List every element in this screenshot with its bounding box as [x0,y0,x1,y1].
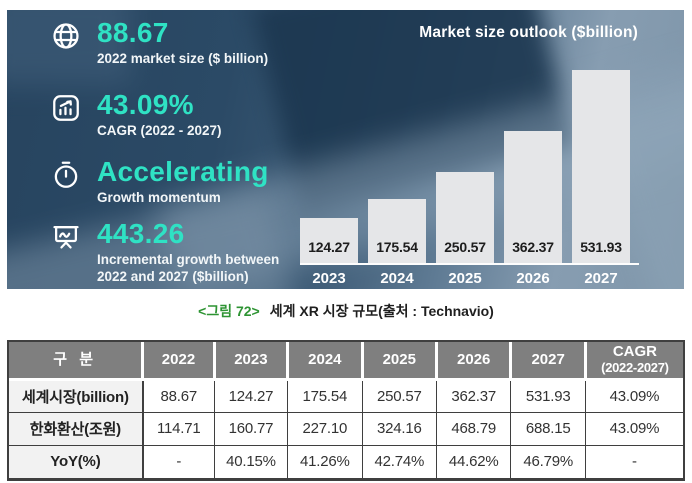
bar-year-label: 2026 [516,270,550,287]
stat-growth-momentum: Accelerating Growth momentum [50,157,269,207]
bar-rect: 250.57 [436,172,494,263]
table-row: 세계시장(billion) 88.67 124.27 175.54 250.57 362.… [9,379,683,413]
bar-rect: 124.27 [300,218,358,263]
table-value-cell: 175.54 [287,379,363,413]
bar-2027: 531.93 2027 [572,70,630,287]
bar-value-label: 175.54 [376,239,418,255]
table-value-cell: 42.74% [361,444,438,479]
stat-label: Growth momentum [97,190,221,206]
table-value-cell: 41.26% [287,444,363,479]
bar-value-label: 531.93 [580,239,622,255]
chart-baseline [300,263,639,265]
table-value-cell: 468.79 [435,411,512,446]
market-infographic-banner: 88.67 2022 market size ($ billion) 43.09… [7,10,684,289]
growth-chart-icon [50,90,86,140]
presentation-chart-icon [50,219,86,286]
row-label-cell: YoY(%) [9,444,144,479]
figure-number: <그림 72> [198,303,260,319]
table-value-cell: - [584,444,683,479]
figure-caption: <그림 72> 세계 XR 시장 규모(출처 : Technavio) [0,301,692,321]
table-value-cell: 324.16 [361,411,438,446]
table-value-cell: 362.37 [435,379,512,413]
bar-value-label: 250.57 [444,239,486,255]
bar-2026: 362.37 2026 [504,131,562,287]
table-value-cell: 250.57 [361,379,438,413]
table-header-cell: 2024 [286,342,363,381]
bar-year-label: 2024 [380,270,414,287]
market-size-bar-chart: 124.27 2023 175.54 2024 250.57 2025 362.37 2026… [300,10,641,289]
table-value-cell: 531.93 [510,379,586,413]
bar-2023: 124.27 2023 [300,218,358,287]
stat-text: 43.09% CAGR (2022 - 2027) [97,90,222,140]
stat-value: 443.26 [97,218,185,249]
table-header-cell: 2023 [212,342,288,381]
bar-value-label: 362.37 [512,239,554,255]
row-label-cell: 한화환산(조원) [9,411,144,446]
bar-rect: 175.54 [368,199,426,263]
bar-2025: 250.57 2025 [436,172,494,287]
table-value-cell: 43.09% [584,411,683,446]
table-body: 세계시장(billion) 88.67 124.27 175.54 250.57 362.… [9,379,683,479]
stat-incremental-growth: 443.26 Incremental growth between 2022 a… [50,219,312,286]
table-header-cell: 2026 [434,342,511,381]
table-value-cell: 227.10 [287,411,363,446]
bar-year-label: 2025 [448,270,482,287]
row-label-cell: 세계시장(billion) [9,379,144,413]
table-value-cell: 114.71 [142,411,215,446]
stat-label: 2022 market size ($ billion) [97,51,269,67]
stat-value: 43.09% [97,89,194,120]
table-row: 한화환산(조원) 114.71 160.77 227.10 324.16 468.79 68… [9,411,683,446]
table-row: YoY(%) -40.15% 41.26% 42.74% 44.62% 46.79% - [9,444,683,479]
figure-title: 세계 XR 시장 규모(출처 : Technavio) [269,303,494,319]
bar-series: 124.27 2023 175.54 2024 250.57 2025 362.37 2026… [300,70,630,287]
table-value-cell: 46.79% [510,444,586,479]
table-value-cell: 40.15% [213,444,289,479]
stat-cagr: 43.09% CAGR (2022 - 2027) [50,90,222,140]
stat-label: CAGR (2022 - 2027) [97,123,222,139]
market-data-table: 구 분 2022 2023 2024 2025 2026 2027 CAGR (2022-202… [7,340,685,481]
globe-icon [50,18,86,68]
table-header-cell: 구 분 [9,342,143,381]
table-value-cell: 43.09% [584,379,683,413]
stat-text: 88.67 2022 market size ($ billion) [97,18,268,68]
bar-year-label: 2027 [584,270,618,287]
bar-year-label: 2023 [312,270,346,287]
table-value-cell: 160.77 [213,411,289,446]
stat-value: Accelerating [97,156,269,187]
stat-text: 443.26 Incremental growth between 2022 a… [97,219,312,286]
stat-value: 88.67 [97,17,169,48]
stat-market-size-2022: 88.67 2022 market size ($ billion) [50,18,268,68]
stat-text: Accelerating Growth momentum [97,157,269,207]
table-value-cell: 688.15 [510,411,586,446]
bar-rect: 531.93 [572,70,630,263]
table-header-cell: CAGR (2022-2027) [583,342,683,381]
table-header-cell: 2027 [509,342,586,381]
table-header-cell: 2022 [141,342,215,381]
table-value-cell: 88.67 [142,379,215,413]
bar-rect: 362.37 [504,131,562,263]
bar-2024: 175.54 2024 [368,199,426,287]
stopwatch-icon [50,157,86,207]
table-value-cell: 44.62% [435,444,512,479]
bar-value-label: 124.27 [308,239,350,255]
table-header-row: 구 분 2022 2023 2024 2025 2026 2027 CAGR (2022-202… [9,342,683,381]
table-value-cell: 124.27 [213,379,289,413]
table-header-cell: 2025 [360,342,437,381]
stat-label: Incremental growth between 2022 and 2027… [97,252,280,285]
table-value-cell: - [142,444,215,479]
chart-title: Market size outlook ($billion) [419,24,638,41]
